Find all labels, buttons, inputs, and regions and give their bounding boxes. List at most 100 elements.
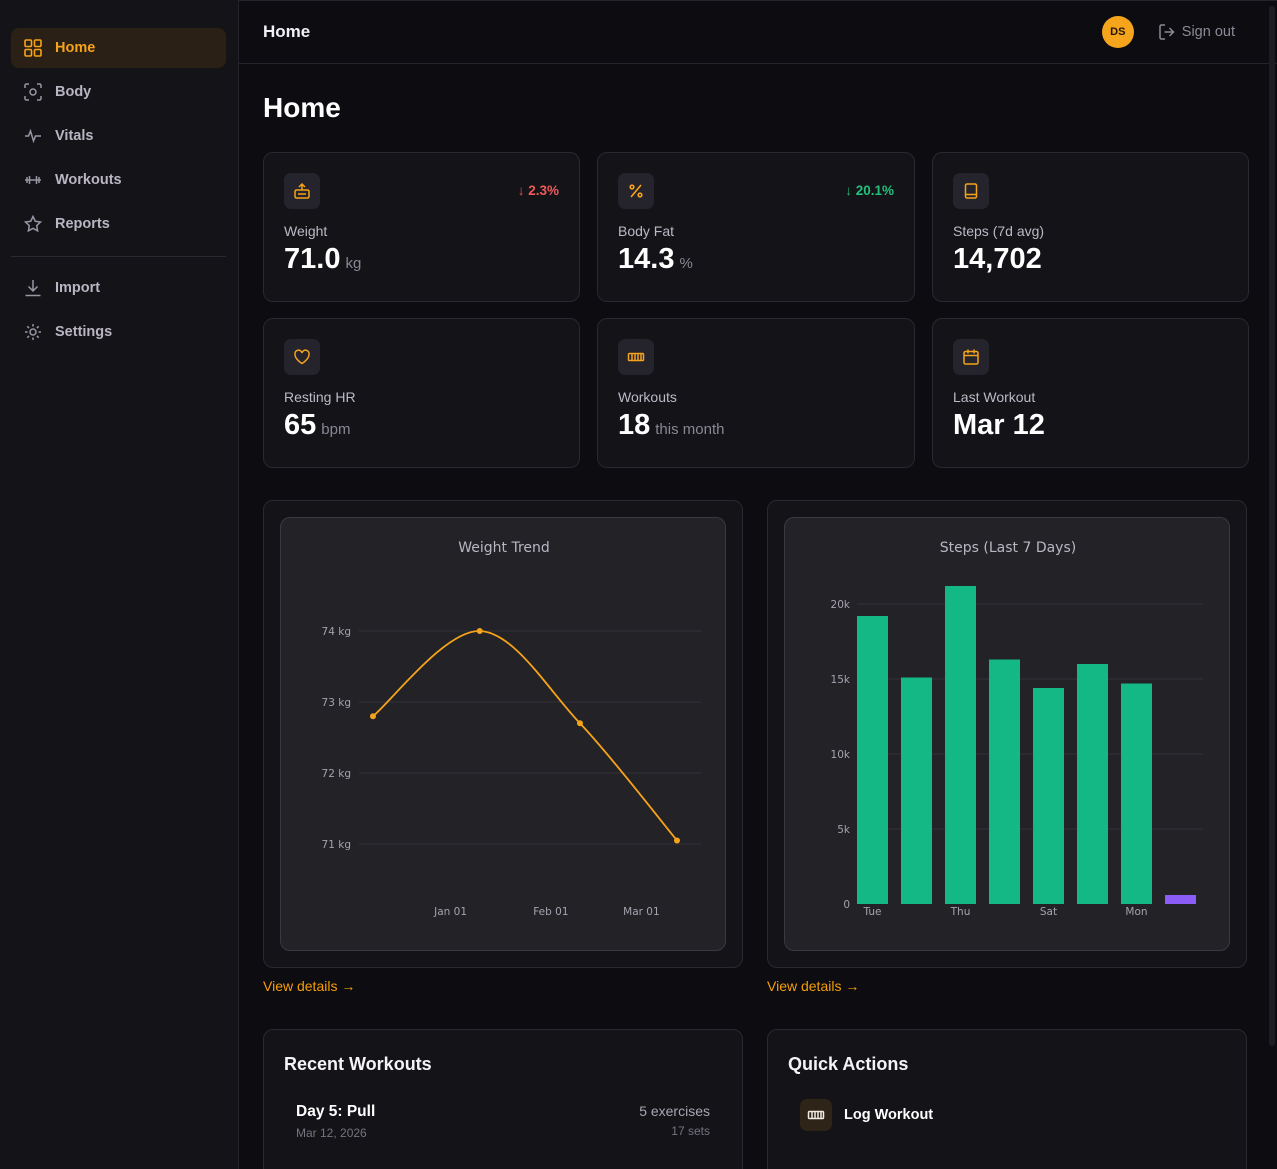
workout-row[interactable]: Day 5: Pull Mar 12, 2026 5 exercises 17 … — [284, 1103, 722, 1140]
barbell-icon — [800, 1099, 832, 1131]
sidebar-item-label: Import — [55, 280, 101, 296]
stat-delta: ↓ 20.1% — [845, 183, 894, 198]
weight-view-details-link[interactable]: View details → — [263, 978, 356, 994]
sidebar-item-label: Reports — [55, 216, 110, 232]
sign-out-button[interactable]: Sign out — [1158, 23, 1235, 41]
quick-actions-title: Quick Actions — [788, 1054, 909, 1074]
stat-unit: % — [679, 255, 693, 272]
sidebar-item-reports[interactable]: Reports — [11, 204, 226, 244]
top-bar: Home DS Sign out — [239, 0, 1277, 64]
dumbbell-icon — [23, 170, 43, 190]
stat-value: 14.3 — [618, 243, 675, 275]
stat-card-body-fat[interactable]: ↓ 20.1% Body Fat 14.3% — [597, 152, 915, 302]
bar — [1165, 895, 1196, 904]
y-tick-label: 72 kg — [322, 768, 351, 780]
bar — [1033, 688, 1064, 904]
x-tick-label: Thu — [950, 906, 971, 918]
scan-icon — [23, 82, 43, 102]
bar — [1077, 664, 1108, 904]
recent-workouts-panel: Recent Workouts Day 5: Pull Mar 12, 2026… — [263, 1029, 743, 1169]
sidebar: Home Body Vitals Workouts Reports — [0, 0, 239, 1169]
stat-label: Workouts — [618, 389, 677, 405]
sidebar-item-label: Workouts — [55, 172, 122, 188]
sidebar-item-label: Body — [55, 84, 92, 100]
sidebar-item-settings[interactable]: Settings — [11, 312, 226, 352]
sidebar-item-label: Settings — [55, 324, 113, 340]
barbell-icon — [618, 339, 654, 375]
recent-workouts-title: Recent Workouts — [284, 1054, 432, 1074]
sign-out-icon — [1159, 24, 1175, 40]
stat-unit: kg — [345, 255, 362, 272]
x-tick-label: Mar 01 — [623, 906, 660, 918]
data-point — [576, 720, 583, 727]
quick-actions-panel: Quick Actions Log Workout — [767, 1029, 1247, 1169]
star-icon — [23, 214, 43, 234]
stat-card-resting-hr[interactable]: Resting HR 65 bpm — [263, 318, 580, 468]
stat-delta: ↓ 2.3% — [517, 183, 559, 198]
sidebar-item-import[interactable]: Import — [11, 268, 226, 308]
x-tick-label: Mon — [1125, 906, 1147, 918]
steps-svg: Steps (Last 7 Days) 20k 15k 10k 5k 0 Tue Thu Sat… — [831, 540, 1203, 918]
charts-row: Weight Trend 74 kg 73 kg 72 kg 71 kg Jan 01 Fe… — [263, 500, 1247, 996]
stat-value: 14,702 — [953, 243, 1042, 275]
stat-label: Body Fat — [618, 223, 675, 239]
header-title: Home — [263, 22, 311, 41]
stat-card-workouts[interactable]: Workouts 18 this month — [597, 318, 915, 468]
stat-label: Last Workout — [953, 389, 1036, 405]
stat-card-steps[interactable]: Steps (7d avg) 14,702 — [932, 152, 1249, 302]
workout-sets: 17 sets — [671, 1124, 710, 1138]
workout-exercises: 5 exercises — [639, 1103, 710, 1119]
steps-chart: Steps (Last 7 Days) 20k 15k 10k 5k 0 Tue Thu Sat… — [784, 517, 1230, 951]
sign-out-label: Sign out — [1181, 24, 1235, 40]
sidebar-item-home[interactable]: Home — [11, 28, 226, 68]
y-tick-label: 71 kg — [322, 839, 351, 851]
bar — [1121, 683, 1152, 904]
stat-label: Steps (7d avg) — [953, 223, 1045, 239]
sidebar-divider — [11, 256, 226, 257]
series-line — [372, 630, 678, 842]
x-tick-label: Feb 01 — [533, 906, 568, 918]
sidebar-item-label: Home — [55, 40, 96, 56]
pulse-icon — [23, 126, 43, 146]
x-tick-label: Sat — [1040, 906, 1057, 918]
bar — [857, 616, 888, 904]
sidebar-item-body[interactable]: Body — [11, 72, 226, 112]
stat-label: Resting HR — [284, 389, 356, 405]
log-workout-button[interactable]: Log Workout — [788, 1099, 1226, 1131]
book-icon — [953, 173, 989, 209]
x-tick-label: Jan 01 — [433, 906, 467, 918]
steps-card: Steps (Last 7 Days) 20k 15k 10k 5k 0 Tue Thu Sat… — [767, 500, 1247, 968]
stat-label: Weight — [284, 223, 328, 239]
sidebar-item-vitals[interactable]: Vitals — [11, 116, 226, 156]
workout-date: Mar 12, 2026 — [296, 1126, 367, 1140]
y-tick-label: 15k — [831, 674, 851, 686]
main-area: Home DS Sign out Home ↓ 2.3% Weight 71.0 — [239, 0, 1277, 1169]
weight-trend-card: Weight Trend 74 kg 73 kg 72 kg 71 kg Jan 01 Fe… — [263, 500, 743, 968]
bar — [945, 586, 976, 904]
chart-title: Steps (Last 7 Days) — [940, 540, 1076, 556]
stat-value: Mar 12 — [953, 409, 1045, 441]
gear-icon — [23, 322, 43, 342]
download-icon — [23, 278, 43, 298]
stat-value: 71.0 — [284, 243, 341, 275]
page-title: Home — [263, 92, 341, 123]
steps-view-details-link[interactable]: View details → — [767, 978, 860, 994]
weight-trend-svg: Weight Trend 74 kg 73 kg 72 kg 71 kg Jan 01 Fe… — [322, 540, 701, 918]
scrollbar[interactable] — [1269, 6, 1275, 1046]
stat-card-weight[interactable]: ↓ 2.3% Weight 71.0 kg — [263, 152, 580, 302]
y-tick-label: 20k — [831, 599, 851, 611]
avatar[interactable]: DS — [1101, 16, 1134, 48]
data-point — [674, 837, 680, 844]
data-point — [370, 713, 376, 720]
stat-unit: bpm — [321, 421, 351, 438]
sidebar-item-workouts[interactable]: Workouts — [11, 160, 226, 200]
y-tick-label: 0 — [843, 899, 850, 911]
y-tick-label: 5k — [837, 824, 851, 836]
y-tick-label: 74 kg — [322, 626, 351, 638]
stat-unit: this month — [655, 421, 725, 438]
stat-card-last-workout[interactable]: Last Workout Mar 12 — [932, 318, 1249, 468]
bar — [989, 659, 1020, 904]
sidebar-item-label: Vitals — [55, 128, 94, 144]
stat-value: 18 — [618, 409, 651, 441]
data-point — [476, 628, 483, 634]
